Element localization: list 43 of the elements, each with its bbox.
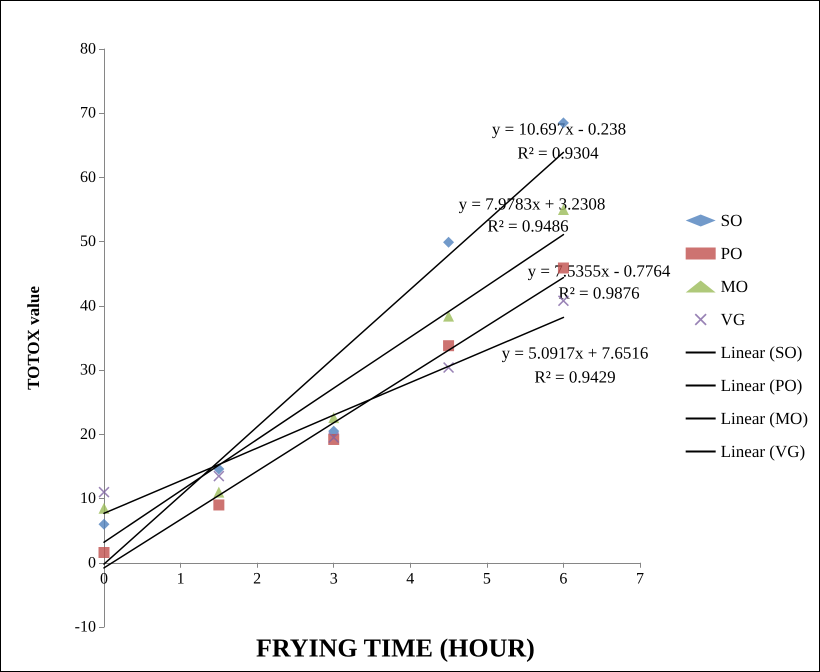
y-tick-label: 50 <box>80 233 96 250</box>
annotation: y = 5.0917x + 7.6516 <box>502 344 648 362</box>
annotation: R² = 0.9486 <box>487 216 569 236</box>
legend-label: Linear (PO) <box>720 376 802 395</box>
legend-label: VG <box>720 310 746 329</box>
point <box>213 470 224 482</box>
point <box>213 499 224 510</box>
annotation: R² = 0.9304 <box>517 144 600 162</box>
y-tick-label: 10 <box>80 490 96 508</box>
point <box>98 518 110 530</box>
x-tick-label: 6 <box>559 570 568 588</box>
legend-label: Linear (VG) <box>720 442 806 461</box>
y-tick-label: 60 <box>80 168 96 186</box>
annotation: R² = 0.9876 <box>558 284 640 302</box>
x-tick-label: 3 <box>330 570 338 588</box>
x-tick-label: 1 <box>176 570 185 588</box>
x-tick-label: 7 <box>636 570 644 588</box>
x-tick-label: 0 <box>100 570 108 588</box>
legend-label: SO <box>720 211 742 230</box>
annotation: y = 10.697x - 0.238 <box>492 120 626 138</box>
y-tick-label: 40 <box>80 297 96 314</box>
y-tick-label: 0 <box>88 554 96 572</box>
point <box>98 486 110 498</box>
legend-label: Linear (SO) <box>720 343 802 362</box>
point <box>443 340 454 352</box>
legend-label: PO <box>720 244 742 263</box>
x-axis-title: FRYING TIME (HOUR) <box>256 634 535 662</box>
legend-label: Linear (MO) <box>720 409 808 428</box>
y-tick-label: -10 <box>74 618 96 636</box>
y-tick-label: 80 <box>80 40 96 58</box>
y-tick-label: 70 <box>80 104 96 122</box>
y-tick-label: 20 <box>80 426 96 443</box>
x-tick-label: 4 <box>406 570 414 588</box>
y-axis-title: TOTOX value <box>24 286 43 390</box>
point <box>443 310 454 322</box>
annotation: R² = 0.9429 <box>534 368 616 386</box>
annotation: y = 7.5355x - 0.7764 <box>528 262 671 280</box>
point <box>98 547 110 558</box>
legend-label: MO <box>720 277 748 296</box>
y-tick-label: 30 <box>80 362 96 379</box>
point <box>443 236 454 248</box>
x-tick-label: 5 <box>482 570 491 588</box>
x-tick-label: 2 <box>253 570 262 588</box>
